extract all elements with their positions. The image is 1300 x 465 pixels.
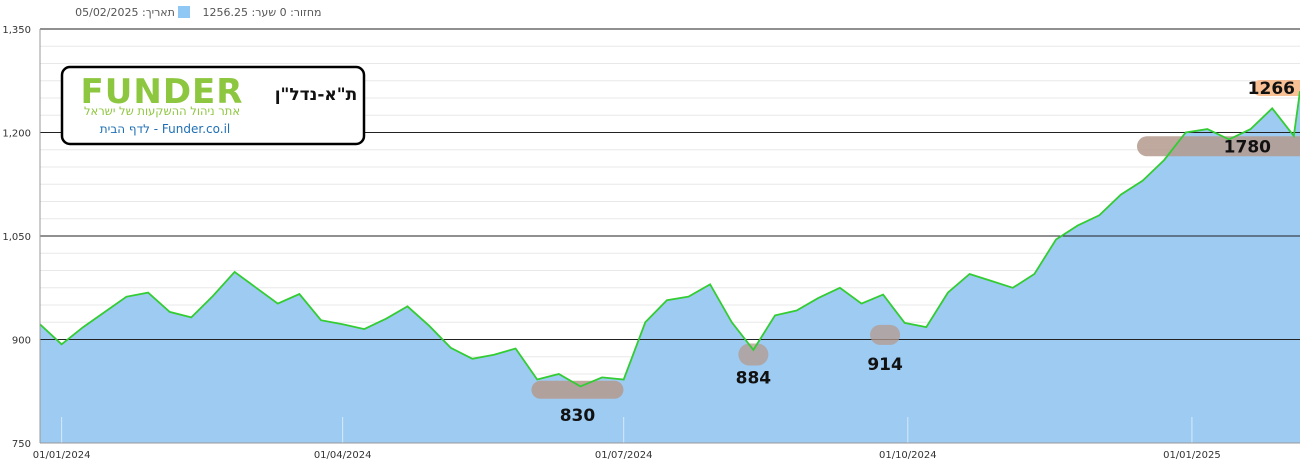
x-tick-label: 01/01/2025	[1163, 450, 1221, 461]
logo-frame	[60, 65, 366, 146]
price-readout: מחזור: 0 שער: 1256.25	[203, 6, 322, 19]
home-link[interactable]: לדף הבית - Funder.co.il	[100, 122, 231, 136]
low-830-band	[531, 380, 624, 399]
date-readout: תאריך: 05/02/2025	[75, 6, 175, 19]
ticker-name: ת"א-נדל"ן	[275, 85, 358, 105]
annotation-label: 1780	[1224, 137, 1271, 157]
y-tick-label: 750	[12, 439, 31, 450]
low-914-band	[870, 324, 901, 345]
x-tick-label: 01/04/2024	[314, 450, 372, 461]
y-tick-label: 1,200	[2, 129, 31, 140]
y-tick-label: 1,050	[2, 232, 31, 243]
x-axis-ticks: 01/01/2024 01/04/2024 01/07/2024 01/10/2024…	[33, 450, 1221, 461]
y-axis-ticks: 750 900 1,050 1,200 1,350	[2, 25, 31, 450]
high-1266-band	[1252, 79, 1300, 96]
funder-wordmark: FUNDER	[81, 72, 244, 112]
high-1780-band	[1136, 136, 1300, 157]
price-line	[39, 90, 1300, 388]
funder-logo-box[interactable]: FUNDER אתר ניהול ההשקעות של ישראל לדף הב…	[60, 65, 366, 146]
y-tick-label: 1,350	[2, 25, 31, 36]
annotation-label: 1266	[1248, 79, 1295, 99]
annotation-label: 884	[736, 369, 772, 389]
annotations: 830 884 914 1780 1266	[560, 79, 1295, 426]
price-area	[40, 91, 1300, 443]
x-tick-label: 01/01/2024	[33, 450, 91, 461]
y-tick-label: 900	[12, 336, 31, 347]
vertical-gridlines	[61, 417, 1193, 443]
series-swatch	[178, 6, 190, 18]
logo-tagline: אתר ניהול ההשקעות של ישראל	[84, 104, 240, 118]
x-tick-label: 01/07/2024	[595, 450, 653, 461]
low-884-band	[738, 343, 769, 366]
x-tick-label: 01/10/2024	[879, 450, 937, 461]
annotation-label: 914	[867, 355, 903, 375]
annotation-label: 830	[560, 406, 596, 426]
